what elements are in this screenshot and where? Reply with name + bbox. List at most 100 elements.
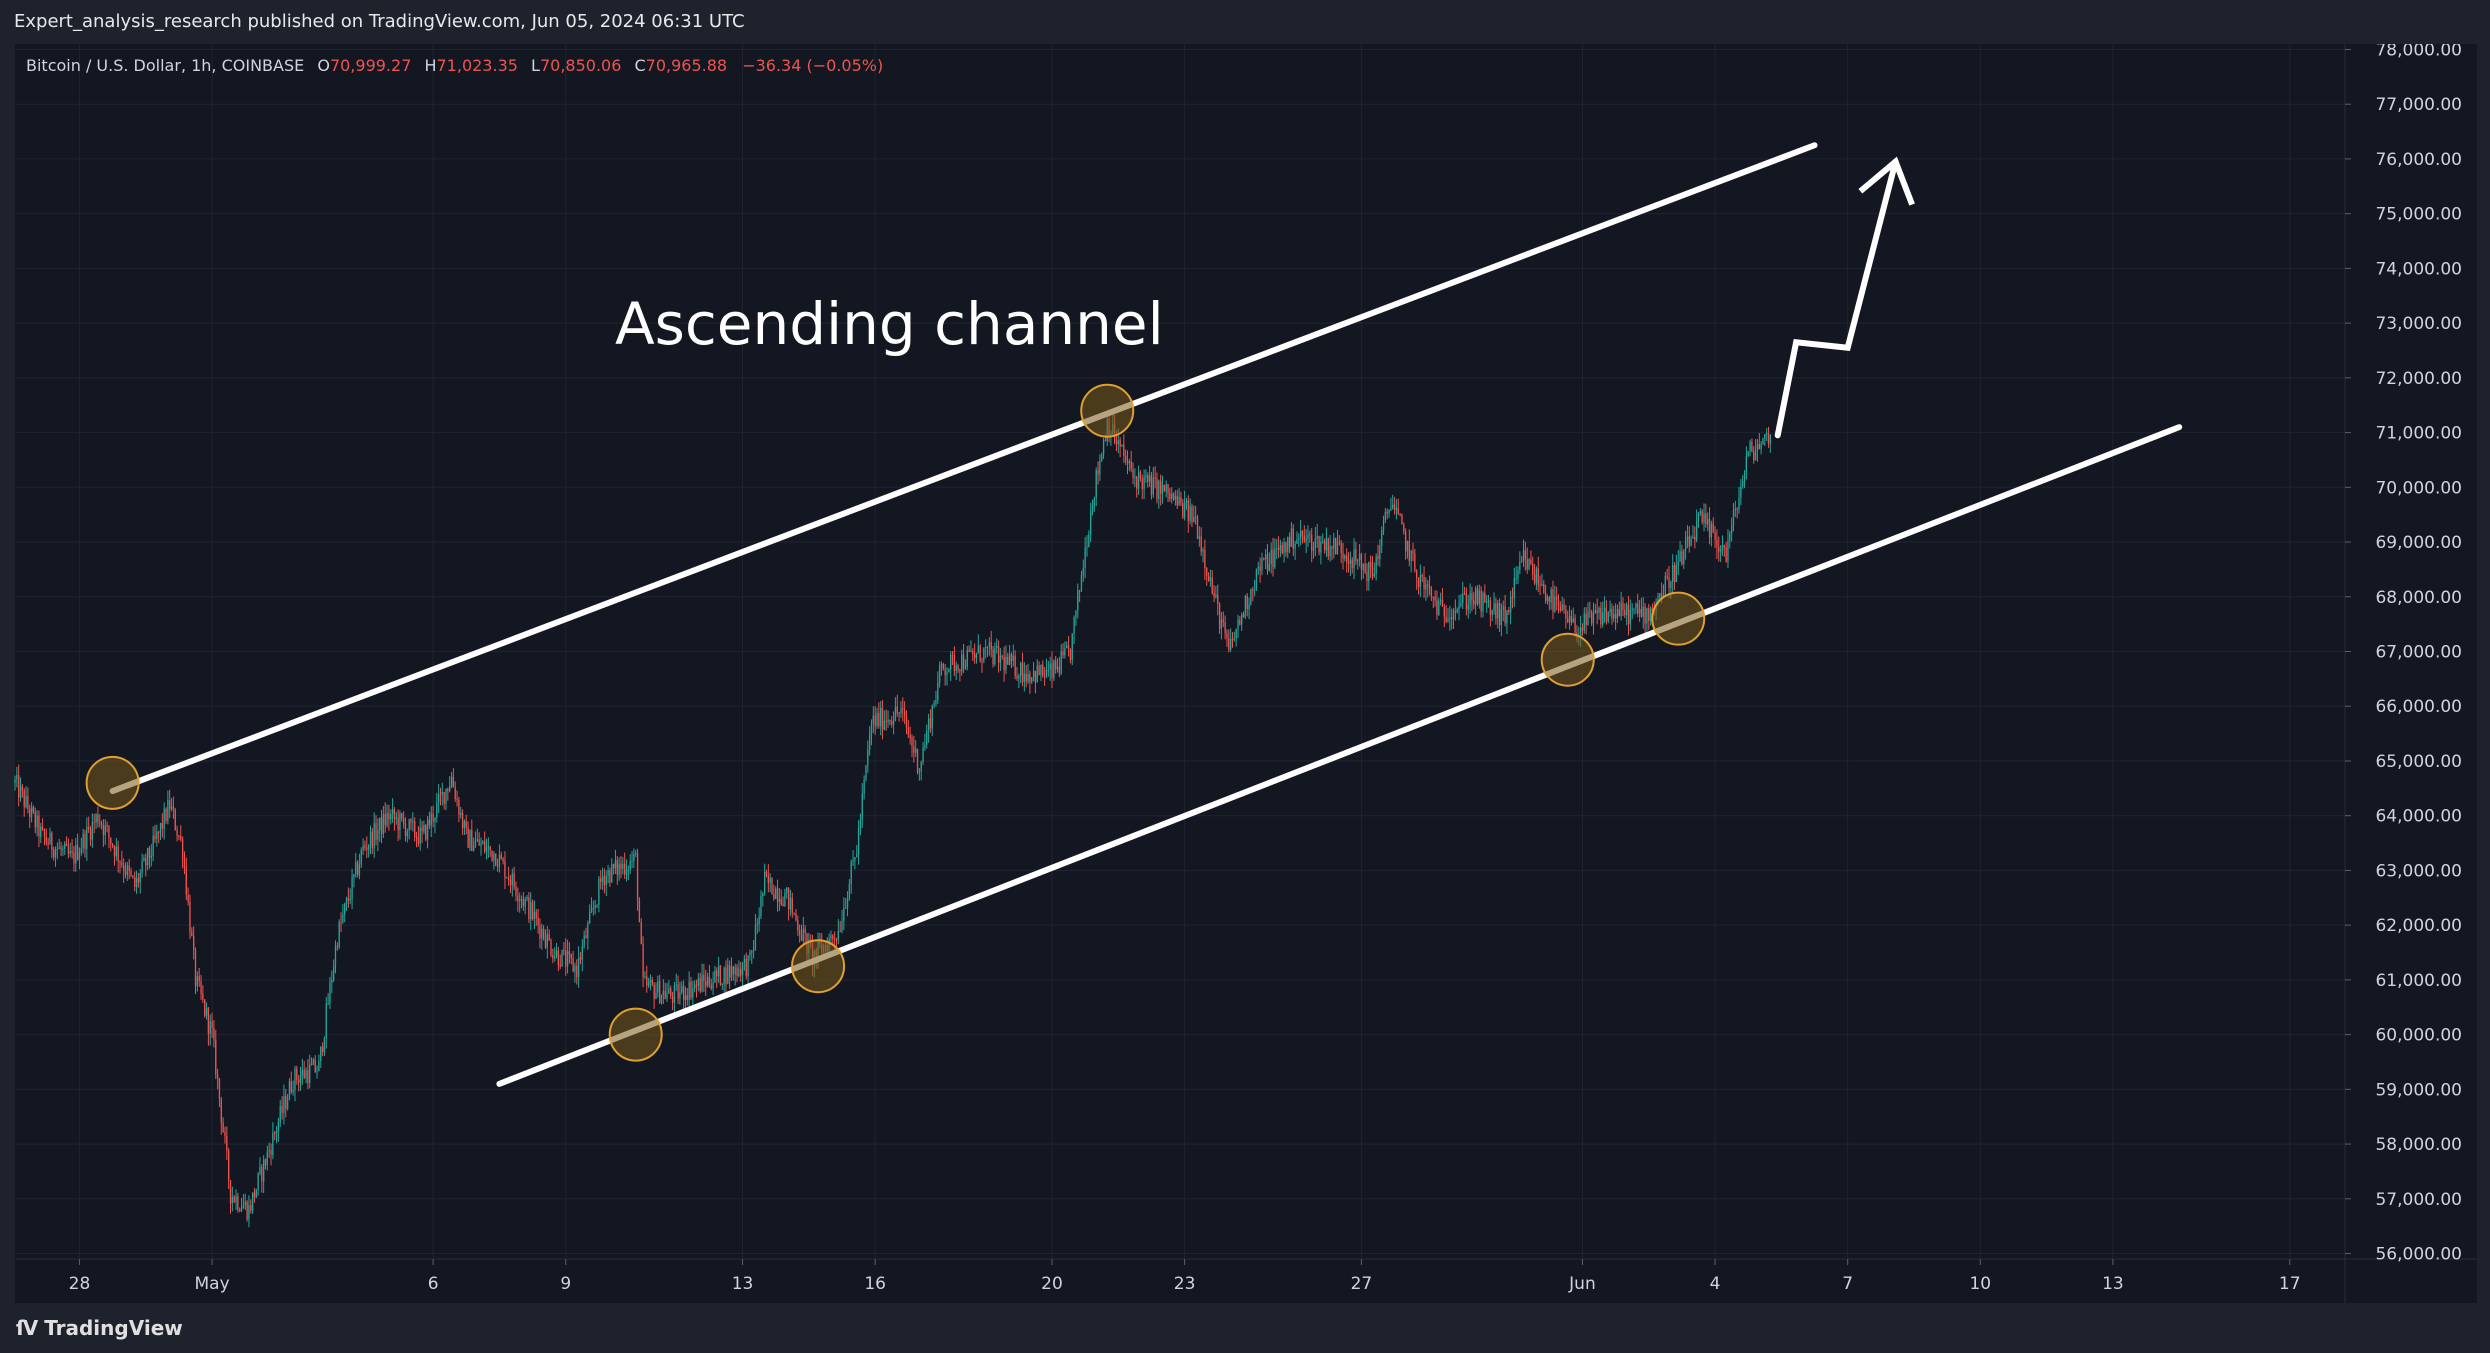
candle-body: [1346, 555, 1348, 563]
candle-body: [163, 808, 165, 829]
candle-body: [146, 848, 149, 866]
candle-body: [1305, 538, 1307, 542]
candle-body: [922, 747, 924, 763]
candle-body: [554, 956, 556, 959]
candle-body: [616, 860, 618, 875]
candle-body: [1502, 606, 1504, 610]
candle-body: [1428, 585, 1431, 590]
candle-body: [82, 833, 84, 849]
candle-body: [600, 878, 602, 882]
candle-body: [274, 1132, 276, 1134]
ascending-channel-label[interactable]: Ascending channel: [615, 290, 1164, 358]
projection-path[interactable]: [1774, 158, 1899, 439]
candle-body: [185, 867, 187, 895]
candle-body: [268, 1150, 270, 1152]
candle-body: [1001, 655, 1003, 657]
touch-point-marker[interactable]: [791, 939, 846, 994]
candle-body: [1189, 506, 1191, 521]
candle-body: [23, 790, 25, 808]
candle-body: [907, 727, 909, 735]
candle-body: [646, 976, 648, 986]
candle-body: [955, 665, 957, 671]
candle-body: [1132, 468, 1134, 478]
candle-body: [95, 814, 97, 823]
candle-body: [1358, 553, 1361, 560]
candle-body: [625, 870, 628, 875]
candle-body: [961, 654, 963, 672]
candle-body: [1005, 656, 1007, 671]
candle-body: [1677, 561, 1679, 566]
candle-body: [929, 718, 932, 729]
candle-body: [1185, 500, 1188, 503]
candle-body: [99, 822, 101, 824]
time-axis[interactable]: [15, 1259, 2477, 1303]
candle-body: [202, 993, 204, 1000]
candle-body: [631, 860, 633, 862]
candle-body: [1414, 553, 1416, 571]
candle-body: [1031, 677, 1033, 683]
candle-body: [977, 645, 979, 653]
candle-body: [1158, 480, 1160, 500]
candle-body: [84, 833, 86, 849]
candle-body: [548, 934, 550, 941]
candlestick-chart[interactable]: 78,000.00 77,000.00 76,000.00 75,000.00 74,0…: [0, 44, 2490, 1303]
candle-body: [695, 984, 698, 987]
candle-body: [1176, 495, 1178, 506]
candle-body: [1143, 477, 1145, 490]
candle-body: [1504, 606, 1506, 624]
price-axis[interactable]: [2345, 44, 2477, 1259]
candle-body: [334, 946, 337, 967]
touch-point-marker[interactable]: [85, 755, 140, 810]
candle-body: [1767, 432, 1770, 444]
candle-body: [1541, 583, 1543, 586]
candle-body: [509, 879, 512, 886]
candle-body: [1344, 555, 1346, 559]
drawing-annotations[interactable]: [85, 142, 2183, 1087]
candle-body: [1242, 614, 1245, 617]
candles-group: [14, 412, 1771, 1228]
candle-body: [1080, 575, 1083, 591]
candle-body: [43, 829, 46, 837]
candle-body: [88, 826, 90, 830]
candle-body: [981, 661, 983, 663]
touch-point-marker[interactable]: [608, 1007, 663, 1062]
channel-lower-trendline[interactable]: [496, 424, 2183, 1087]
candle-body: [590, 908, 593, 912]
candle-body: [1020, 663, 1022, 676]
touch-point-marker[interactable]: [1080, 383, 1135, 438]
candle-body: [1624, 609, 1626, 616]
candle-body: [1487, 600, 1490, 602]
candle-body: [601, 876, 604, 882]
candle-body: [1058, 666, 1061, 674]
candle-body: [861, 793, 863, 820]
candle-body: [1495, 603, 1497, 619]
touch-point-marker[interactable]: [1540, 632, 1595, 687]
candle-body: [1500, 609, 1503, 625]
candle-body: [1377, 556, 1379, 560]
candle-body: [408, 819, 410, 831]
candle-body: [1137, 472, 1140, 489]
candle-body: [320, 1046, 322, 1061]
candle-body: [1480, 590, 1482, 612]
candle-body: [58, 847, 60, 850]
channel-upper-trendline[interactable]: [109, 142, 1818, 795]
candle-body: [41, 826, 44, 830]
candle-body: [775, 888, 777, 899]
projection-arrowhead[interactable]: [1858, 156, 1915, 206]
candle-body: [745, 958, 747, 977]
candle-body: [329, 982, 331, 1004]
candle-body: [1172, 493, 1175, 500]
candle-body: [1312, 547, 1315, 551]
close-label: C: [634, 56, 645, 75]
touch-point-marker[interactable]: [1651, 591, 1706, 646]
candle-body: [1025, 673, 1027, 682]
candle-body: [1714, 532, 1716, 540]
tradingview-logo[interactable]: ſV TradingView: [16, 1316, 183, 1340]
candle-body: [1399, 514, 1401, 516]
candle-body: [797, 920, 799, 931]
candle-body: [1699, 511, 1701, 514]
candle-body: [1646, 608, 1648, 624]
publish-info: Expert_analysis_research published on Tr…: [14, 11, 745, 32]
candle-body: [402, 818, 405, 824]
candle-body: [620, 863, 622, 869]
